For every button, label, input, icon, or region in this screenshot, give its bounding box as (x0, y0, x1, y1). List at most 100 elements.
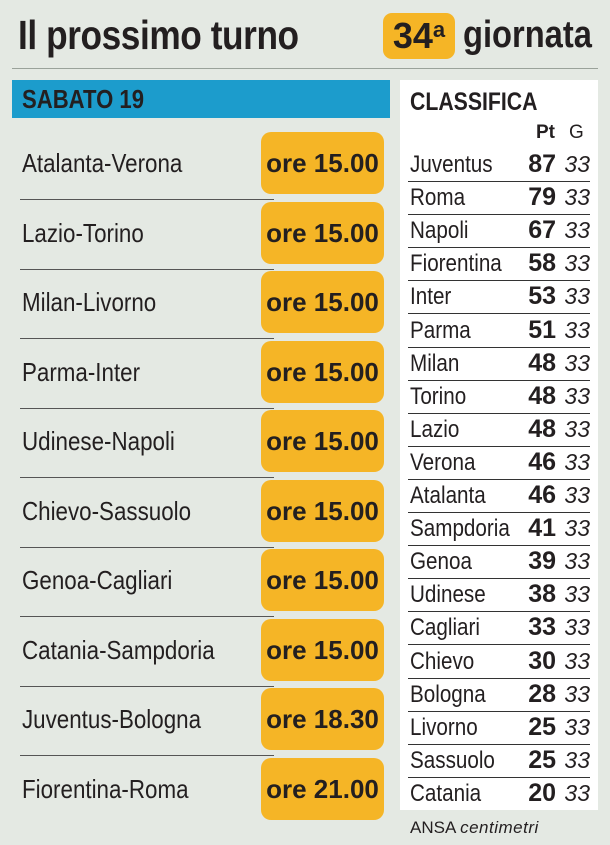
team-points: 46 (528, 481, 556, 509)
team-points: 38 (528, 580, 556, 609)
team-points: 25 (528, 745, 556, 774)
match-divider (20, 616, 274, 617)
team-games: 33 (564, 647, 590, 674)
match-row: Chievo-Sassuolo ore 15.00 (12, 479, 390, 548)
round-ordinal-suffix: a (432, 17, 446, 42)
team-games: 33 (564, 316, 590, 343)
standings-row: Juventus 87 33 (408, 148, 590, 182)
team-games: 33 (564, 713, 590, 740)
match-row: Juventus-Bologna ore 18.30 (12, 688, 390, 756)
team-name: Atalanta (410, 482, 486, 509)
match-teams: Udinese-Napoli (22, 426, 175, 456)
day-label: SABATO 19 (22, 84, 145, 114)
team-points: 46 (528, 447, 556, 476)
team-name: Cagliari (410, 614, 480, 642)
team-games: 33 (564, 581, 590, 608)
match-time-badge: ore 15.00 (261, 271, 384, 333)
match-time-badge: ore 18.30 (261, 688, 384, 750)
team-name: Inter (410, 283, 452, 311)
match-teams: Genoa-Cagliari (22, 565, 173, 595)
match-row: Genoa-Cagliari ore 15.00 (12, 549, 390, 617)
standings-row: Atalanta 46 33 (408, 479, 590, 513)
round-number-badge: 34a (383, 13, 455, 59)
team-games: 33 (564, 184, 590, 211)
team-name: Napoli (410, 217, 469, 245)
round-number: 34 (392, 15, 433, 56)
team-games: 33 (564, 349, 590, 376)
team-name: Sassuolo (410, 746, 495, 774)
standings-row: Fiorentina 58 33 (408, 247, 590, 282)
team-points: 51 (528, 315, 556, 344)
standings-row: Catania 20 33 (408, 777, 590, 810)
match-row: Udinese-Napoli ore 15.00 (12, 410, 390, 478)
standings-title: CLASSIFICA (410, 88, 538, 116)
team-name: Parma (410, 316, 471, 344)
standings-row: Parma 51 33 (408, 314, 590, 348)
standings-table: CLASSIFICA Pt G Juventus 87 33 Roma 79 33 Napo… (400, 80, 598, 810)
team-games: 33 (564, 382, 590, 409)
team-name: Milan (410, 349, 460, 377)
team-points: 20 (528, 778, 556, 807)
match-teams: Chievo-Sassuolo (22, 495, 192, 526)
standings-row: Inter 53 33 (408, 280, 590, 315)
day-banner: SABATO 19 (12, 80, 390, 118)
match-divider (20, 477, 274, 478)
match-divider (20, 685, 274, 687)
team-name: Udinese (410, 581, 486, 609)
team-name: Genoa (410, 548, 472, 576)
team-points: 41 (528, 514, 556, 543)
match-teams: Fiorentina-Roma (22, 773, 189, 804)
team-points: 28 (528, 679, 556, 708)
team-name: Chievo (410, 647, 475, 675)
team-games: 33 (564, 548, 590, 575)
team-points: 48 (528, 414, 556, 443)
team-games: 33 (564, 448, 590, 475)
source-brand: centimetri (460, 818, 539, 837)
match-time-badge: ore 15.00 (261, 201, 384, 264)
standings-row: Udinese 38 33 (408, 578, 590, 613)
team-games: 33 (564, 415, 590, 442)
team-name: Fiorentina (410, 250, 502, 278)
source-credit: ANSA centimetri (410, 818, 539, 838)
team-name: Roma (410, 184, 466, 212)
team-name: Lazio (410, 415, 460, 443)
team-name: Sampdoria (410, 515, 510, 543)
team-points: 25 (528, 712, 556, 741)
match-teams: Catania-Sampdoria (22, 634, 215, 665)
standings-row: Genoa 39 33 (408, 545, 590, 580)
match-time-badge: ore 15.00 (261, 340, 384, 403)
games-column-header: G (569, 122, 584, 143)
match-row: Parma-Inter ore 15.00 (12, 340, 390, 409)
match-divider (20, 755, 274, 756)
team-points: 53 (528, 282, 556, 311)
match-row: Fiorentina-Roma ore 21.00 (12, 757, 390, 822)
team-games: 33 (564, 515, 590, 542)
standings-row: Livorno 25 33 (408, 711, 590, 745)
match-time-badge: ore 21.00 (261, 757, 384, 820)
standings-row: Cagliari 33 33 (408, 611, 590, 646)
standings-row: Verona 46 33 (408, 446, 590, 480)
match-time-badge: ore 15.00 (261, 410, 384, 472)
team-points: 58 (528, 249, 556, 278)
match-divider (20, 546, 274, 548)
points-column-header: Pt (536, 122, 555, 143)
team-name: Bologna (410, 680, 486, 708)
match-row: Milan-Livorno ore 15.00 (12, 271, 390, 339)
team-name: Verona (410, 448, 476, 476)
team-games: 33 (564, 746, 590, 773)
team-games: 33 (564, 482, 590, 508)
team-name: Juventus (410, 151, 493, 178)
standings-row: Torino 48 33 (408, 380, 590, 414)
team-points: 48 (528, 348, 556, 377)
standings-row: Chievo 30 33 (408, 645, 590, 679)
match-teams: Atalanta-Verona (22, 148, 183, 178)
team-games: 33 (564, 250, 590, 277)
team-points: 39 (528, 547, 556, 576)
team-games: 33 (564, 779, 590, 806)
team-points: 33 (528, 613, 556, 642)
match-teams: Juventus-Bologna (22, 704, 202, 734)
match-time-badge: ore 15.00 (261, 618, 384, 681)
team-name: Livorno (410, 713, 478, 741)
match-divider (20, 338, 274, 339)
standings-row: Milan 48 33 (408, 347, 590, 381)
